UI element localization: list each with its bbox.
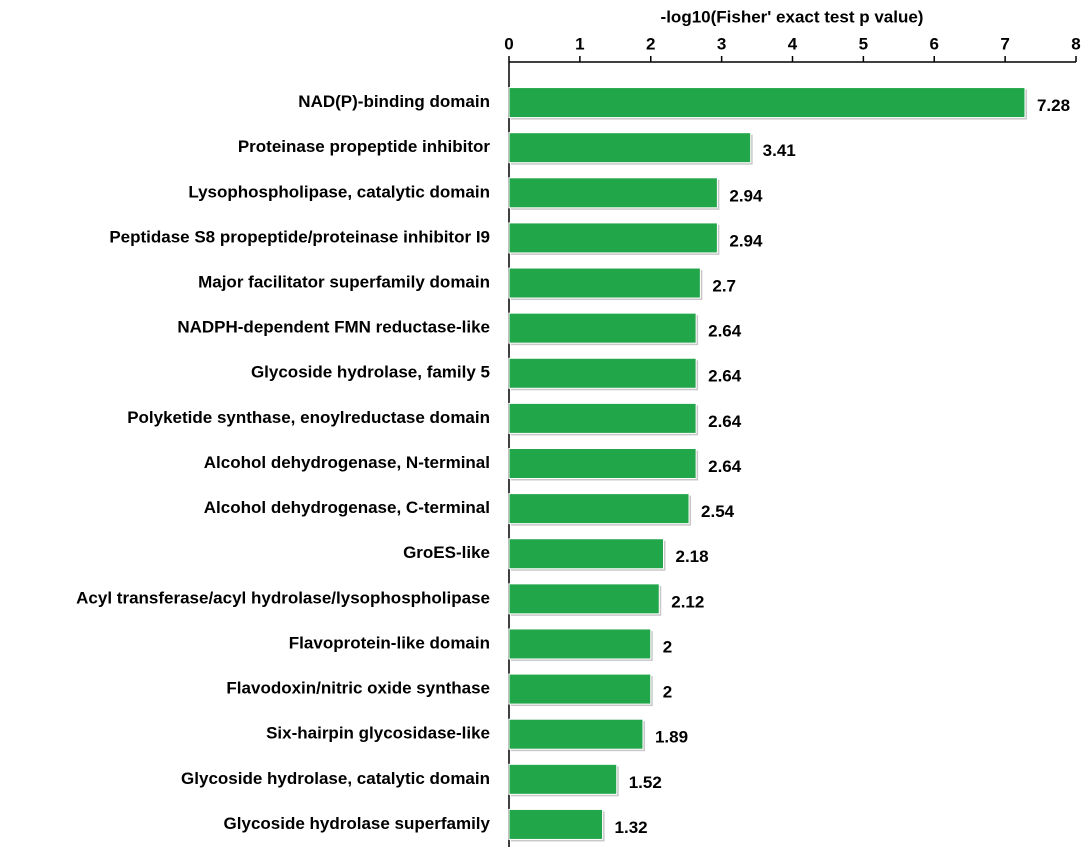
- data-label: 2.18: [676, 547, 709, 566]
- x-tick-label: 8: [1071, 34, 1080, 53]
- y-tick-label: Glycoside hydrolase, catalytic domain: [181, 769, 490, 788]
- data-label: 2.64: [708, 457, 742, 476]
- data-label: 1.52: [629, 773, 662, 792]
- bar: [508, 357, 697, 389]
- x-tick-label: 3: [717, 34, 726, 53]
- bar: [508, 267, 701, 299]
- data-label: 1.89: [655, 728, 688, 747]
- bar: [508, 808, 604, 840]
- data-label: 2.54: [701, 502, 735, 521]
- y-tick-label: Polyketide synthase, enoylreductase doma…: [127, 408, 490, 427]
- bar: [508, 87, 1026, 119]
- y-tick-label: Flavoprotein-like domain: [289, 633, 490, 652]
- x-tick-label: 1: [575, 34, 584, 53]
- data-label: 2: [663, 683, 672, 702]
- x-tick-label: 5: [859, 34, 868, 53]
- bar: [508, 583, 660, 615]
- bar: [508, 538, 665, 570]
- bar: [508, 222, 718, 254]
- x-tick-label: 6: [930, 34, 939, 53]
- y-tick-label: GroES-like: [403, 543, 490, 562]
- bar: [508, 628, 652, 660]
- x-tick-label: 4: [788, 34, 798, 53]
- y-tick-label: NADPH-dependent FMN reductase-like: [177, 318, 490, 337]
- y-tick-label: Glycoside hydrolase superfamily: [224, 814, 491, 833]
- y-tick-label: Acyl transferase/acyl hydrolase/lysophos…: [76, 588, 490, 607]
- data-label: 2.94: [729, 186, 763, 205]
- bar: [508, 673, 652, 705]
- y-tick-label: Alcohol dehydrogenase, C-terminal: [204, 498, 490, 517]
- bar: [508, 493, 690, 525]
- bar: [508, 132, 752, 164]
- x-tick-label: 7: [1000, 34, 1009, 53]
- data-label: 2.7: [712, 277, 736, 296]
- y-tick-label: NAD(P)-binding domain: [298, 92, 490, 111]
- bar: [508, 448, 697, 479]
- y-tick-label: Peptidase S8 propeptide/proteinase inhib…: [109, 227, 490, 246]
- y-tick-label: Major facilitator superfamily domain: [198, 273, 490, 292]
- y-tick-label: Six-hairpin glycosidase-like: [266, 724, 490, 743]
- y-tick-label: Lysophospholipase, catalytic domain: [188, 182, 490, 201]
- bar: [508, 312, 697, 344]
- data-label: 7.28: [1037, 96, 1070, 115]
- data-label: 2: [663, 637, 672, 656]
- bar: [508, 402, 697, 434]
- y-tick-label: Proteinase propeptide inhibitor: [238, 137, 491, 156]
- y-tick-label: Glycoside hydrolase, family 5: [251, 363, 490, 382]
- x-axis-label: -log10(Fisher' exact test p value): [661, 7, 924, 26]
- data-label: 2.64: [708, 322, 742, 341]
- y-tick-label: Alcohol dehydrogenase, N-terminal: [204, 453, 490, 472]
- bar: [508, 177, 718, 209]
- data-label: 2.64: [708, 412, 742, 431]
- x-tick-label: 2: [646, 34, 655, 53]
- bar: [508, 763, 618, 795]
- data-label: 2.94: [729, 231, 763, 250]
- data-label: 3.41: [763, 141, 796, 160]
- y-tick-label: Flavodoxin/nitric oxide synthase: [226, 679, 490, 698]
- data-label: 2.64: [708, 367, 742, 386]
- data-label: 1.32: [615, 818, 648, 837]
- data-label: 2.12: [671, 592, 704, 611]
- bar: [508, 718, 644, 750]
- x-tick-label: 0: [504, 34, 513, 53]
